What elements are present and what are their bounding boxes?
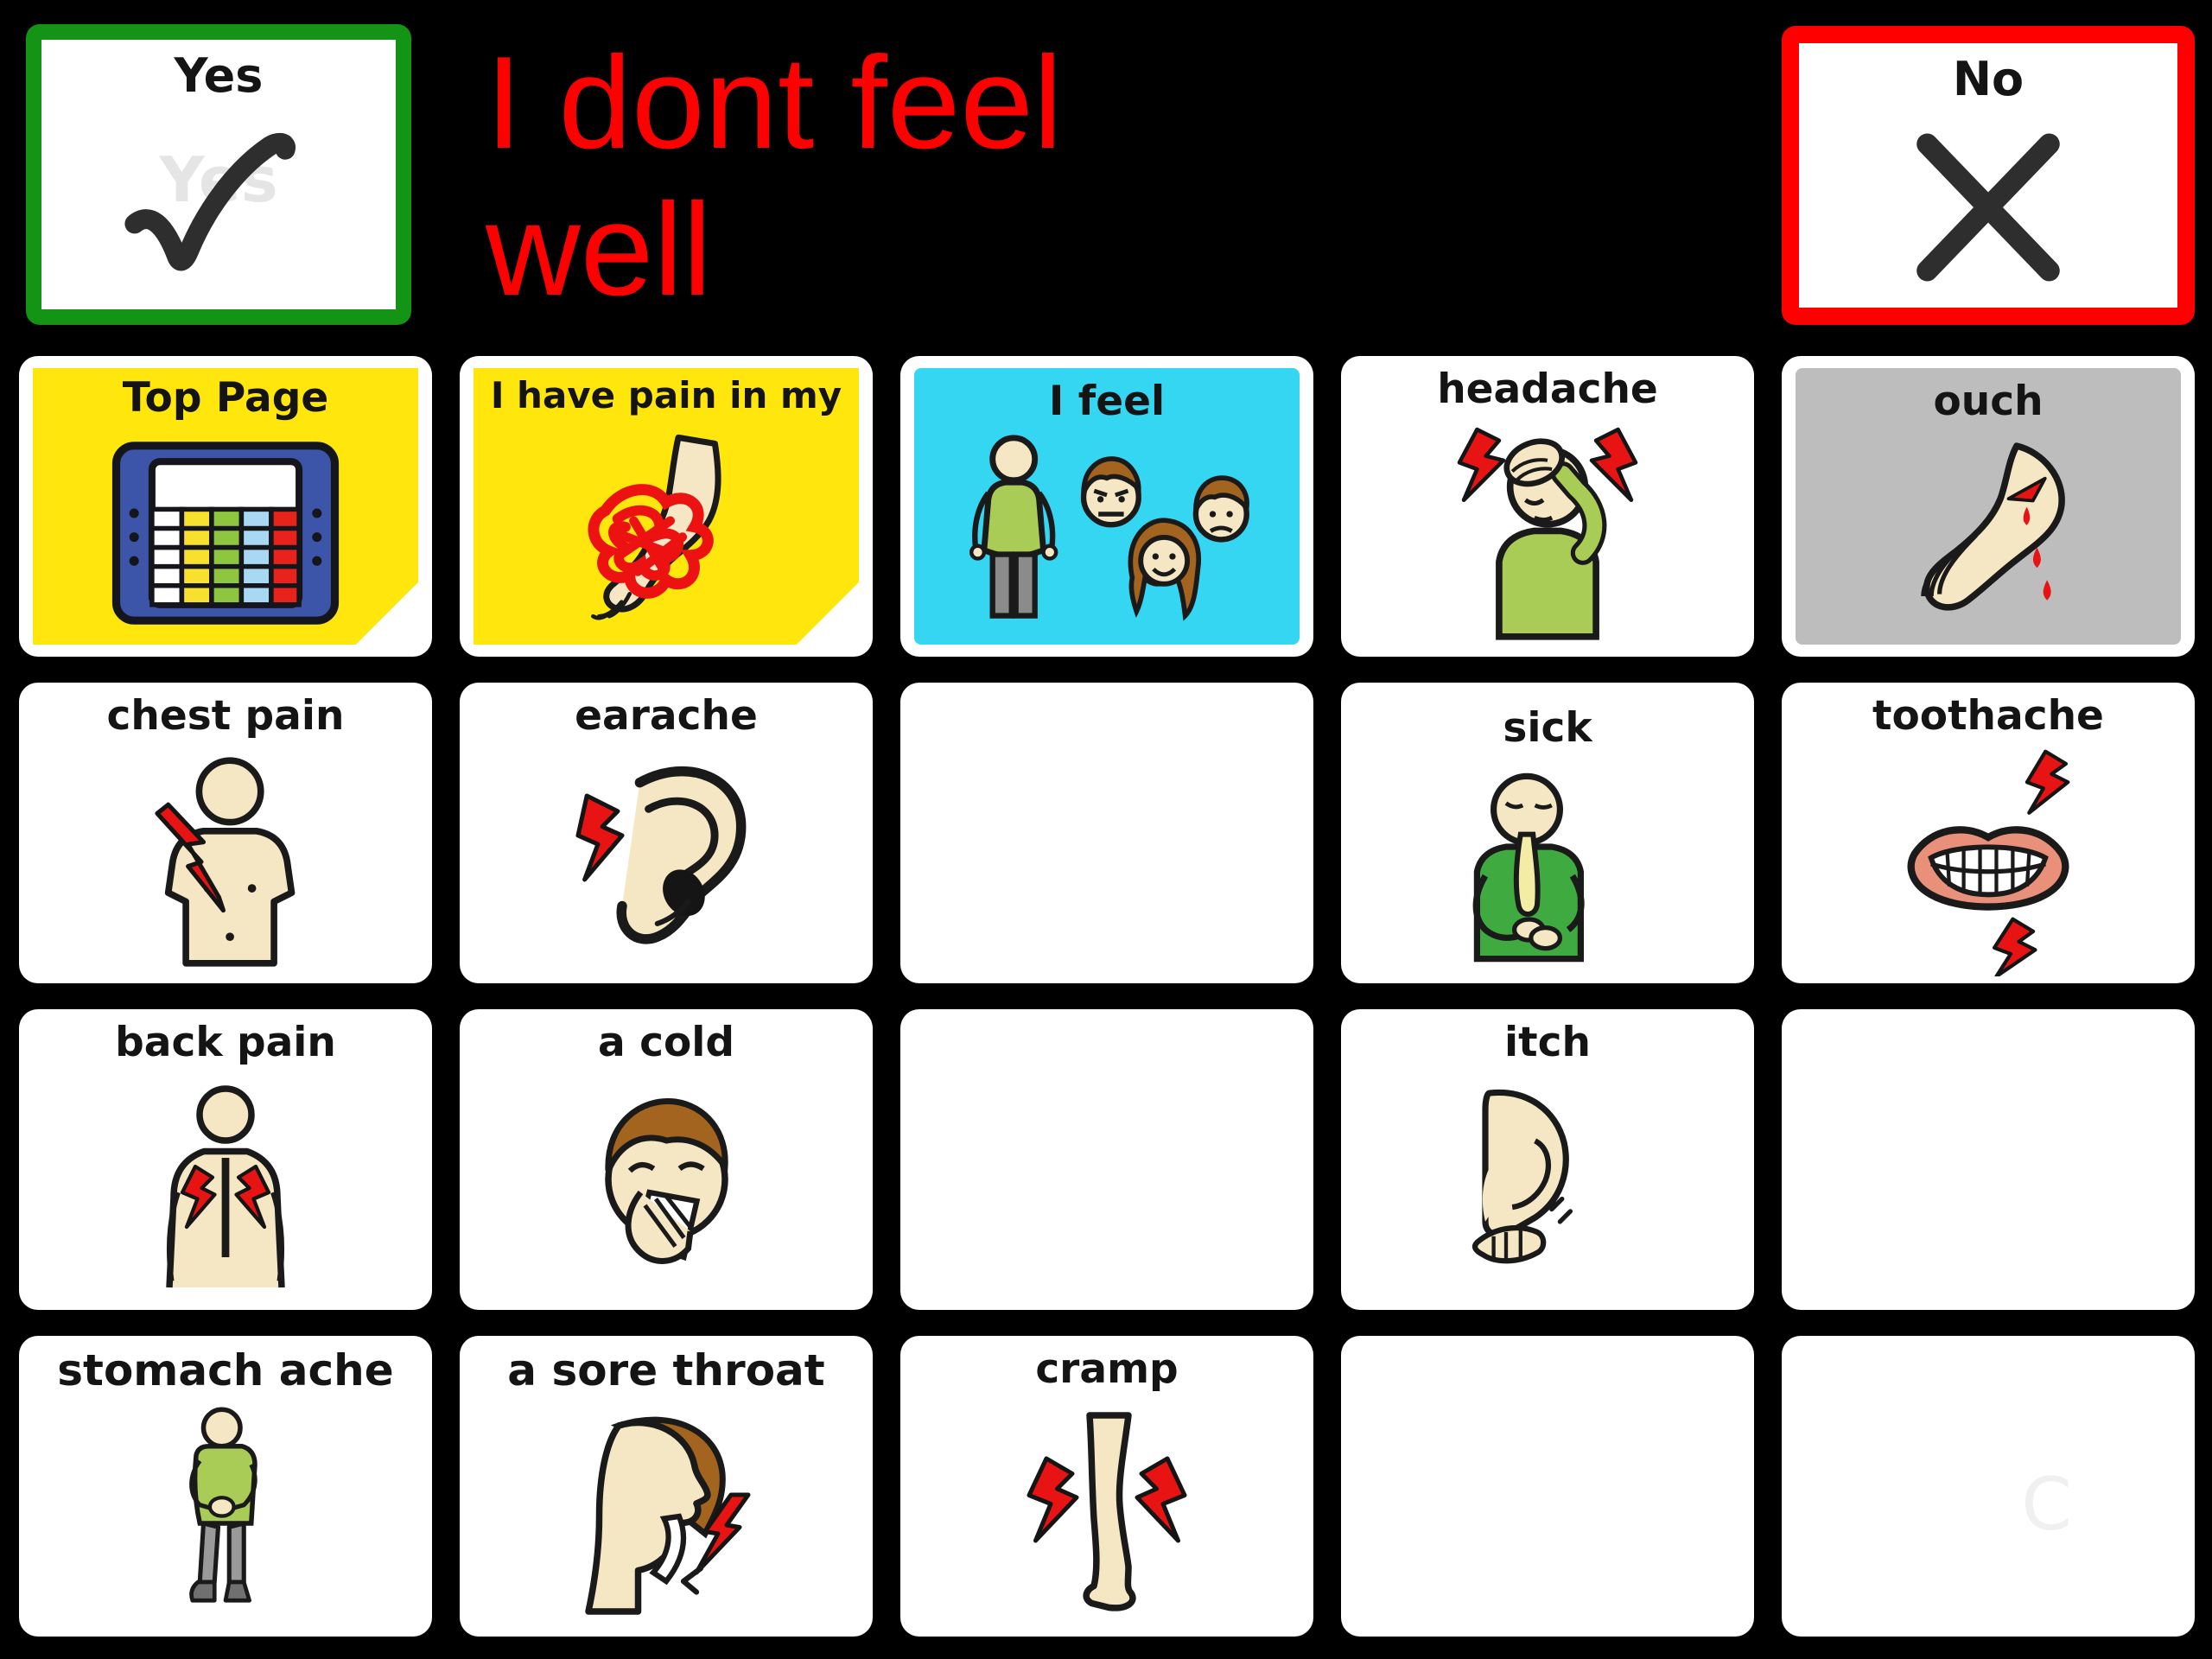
gray-panel: ouch: [1796, 368, 2181, 645]
cell-cramp[interactable]: cramp: [900, 1336, 1313, 1637]
cell-top-page[interactable]: Top Page: [19, 356, 432, 657]
copyright-watermark: C: [2021, 1462, 2072, 1548]
cramp-icon: [900, 1393, 1313, 1637]
cell-label: I have pain in my: [490, 374, 842, 416]
i-feel-icon: [914, 425, 1300, 645]
top-page-icon: [33, 422, 418, 645]
cell-empty-4: [1341, 1336, 1754, 1637]
cell-ouch[interactable]: ouch: [1782, 356, 2195, 657]
sick-icon: [1341, 752, 1754, 983]
cell-label: itch: [1504, 1019, 1591, 1066]
check-icon: [41, 103, 396, 309]
cell-a-cold[interactable]: a cold: [460, 1009, 873, 1310]
cell-stomach-ache[interactable]: stomach ache: [19, 1336, 432, 1637]
chest-pain-icon: [19, 740, 432, 983]
cell-label: cramp: [1035, 1345, 1179, 1393]
cell-empty-5: C: [1782, 1336, 2195, 1637]
cell-label: a sore throat: [507, 1345, 825, 1395]
ouch-hand-icon: [1796, 425, 2181, 645]
page-title-line2: well: [486, 176, 712, 324]
sticky-note: I have pain in my: [474, 368, 859, 645]
cell-label: stomach ache: [57, 1345, 394, 1395]
stomach-ache-icon: [19, 1396, 432, 1637]
no-button[interactable]: No: [1782, 26, 2195, 325]
cell-label: I feel: [1048, 378, 1166, 425]
cell-empty-2: [900, 1009, 1313, 1310]
x-icon: [1799, 106, 2177, 308]
sore-throat-icon: [460, 1396, 873, 1637]
back-pain-icon: [19, 1066, 432, 1310]
earache-icon: [460, 740, 873, 983]
cell-a-sore-throat[interactable]: a sore throat: [460, 1336, 873, 1637]
headache-icon: [1341, 413, 1754, 657]
cell-label: ouch: [1933, 378, 2044, 425]
cell-label: Top Page: [122, 374, 329, 422]
cell-earache[interactable]: earache: [460, 683, 873, 983]
cell-chest-pain[interactable]: chest pain: [19, 683, 432, 983]
cell-label: a cold: [598, 1019, 734, 1066]
cell-back-pain[interactable]: back pain: [19, 1009, 432, 1310]
pain-arm-icon: [474, 416, 859, 645]
cell-itch[interactable]: itch: [1341, 1009, 1754, 1310]
itch-icon: [1341, 1066, 1754, 1310]
cell-empty-3: [1782, 1009, 2195, 1310]
sticky-note: Top Page: [33, 368, 418, 645]
no-label: No: [1952, 52, 2024, 106]
page-title-line1: I dont feel: [486, 29, 1063, 176]
cell-empty-1: [900, 683, 1313, 983]
cell-headache[interactable]: headache: [1341, 356, 1754, 657]
cell-sick[interactable]: sick: [1341, 683, 1754, 983]
cell-label: earache: [575, 692, 758, 740]
symbol-grid: Top Page: [19, 356, 2195, 1637]
cell-label: chest pain: [106, 692, 345, 740]
toothache-icon: [1782, 740, 2195, 983]
cell-label: toothache: [1872, 692, 2104, 740]
cyan-panel: I feel: [914, 368, 1300, 645]
cell-label: back pain: [115, 1019, 336, 1066]
cell-i-feel[interactable]: I feel: [900, 356, 1313, 657]
cell-label: headache: [1437, 365, 1658, 413]
yes-label: Yes: [174, 48, 264, 103]
yes-button[interactable]: Yes Yes: [26, 24, 411, 325]
cell-toothache[interactable]: toothache: [1782, 683, 2195, 983]
cold-icon: [460, 1066, 873, 1310]
cell-i-have-pain-in-my[interactable]: I have pain in my: [460, 356, 873, 657]
page-title: I dont feel well: [486, 29, 1142, 323]
cell-label: sick: [1503, 704, 1592, 752]
